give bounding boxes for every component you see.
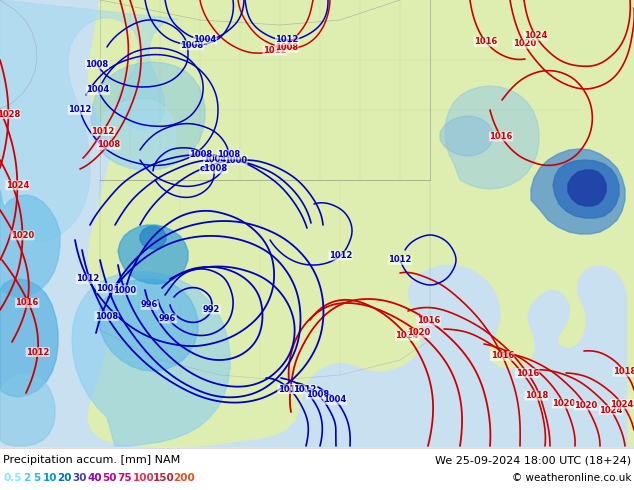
Text: 100: 100 [133,473,154,483]
Polygon shape [568,170,606,206]
Text: 1024: 1024 [396,331,418,341]
Text: 1008: 1008 [190,150,212,159]
Text: 1020: 1020 [513,39,536,49]
Text: 1004: 1004 [204,155,227,164]
Text: 1004: 1004 [86,85,110,95]
Text: 1016: 1016 [15,298,39,307]
Polygon shape [0,0,178,242]
Text: c1008: c1008 [200,164,228,173]
Text: 1008: 1008 [275,44,298,52]
Text: 1018: 1018 [525,391,548,400]
Text: 1028: 1028 [0,110,20,119]
Text: 996: 996 [159,314,176,323]
Polygon shape [531,149,625,234]
Polygon shape [91,62,205,170]
Text: 1004: 1004 [193,35,217,44]
Text: © weatheronline.co.uk: © weatheronline.co.uk [512,473,631,483]
Text: 2: 2 [23,473,31,483]
Text: 996: 996 [141,300,158,310]
Text: 1018: 1018 [613,368,634,376]
Text: 1016: 1016 [474,37,497,47]
Text: 1012: 1012 [293,385,316,393]
Text: 1012: 1012 [388,255,411,265]
Text: 1024: 1024 [524,31,547,40]
Text: 1008: 1008 [95,312,118,320]
Polygon shape [72,272,230,446]
Text: 1008: 1008 [97,140,120,149]
Text: 1000: 1000 [113,286,136,294]
Text: 200: 200 [174,473,195,483]
Polygon shape [97,279,198,371]
Text: 1016: 1016 [491,351,514,361]
Text: 1008: 1008 [306,390,330,399]
Text: 992: 992 [203,305,220,314]
Polygon shape [0,279,58,397]
Text: 10: 10 [42,473,57,483]
Text: 1024: 1024 [6,181,29,190]
Text: 1012: 1012 [91,126,115,136]
Polygon shape [97,100,176,170]
Text: 1024: 1024 [599,406,623,415]
Text: 5: 5 [33,473,40,483]
Text: 1020: 1020 [552,399,576,408]
Text: 30: 30 [72,473,87,483]
Text: 1020: 1020 [11,231,34,240]
Text: 1004: 1004 [323,395,347,404]
Text: 0.5: 0.5 [3,473,22,483]
Text: 1000: 1000 [224,156,247,165]
Text: 1016: 1016 [489,132,513,141]
Text: 1012: 1012 [329,251,352,260]
Text: 1024: 1024 [611,400,634,409]
Text: 1008: 1008 [86,60,108,69]
Polygon shape [0,374,55,446]
Polygon shape [553,160,619,218]
Text: 1012: 1012 [263,46,286,55]
Text: We 25-09-2024 18:00 UTC (18+24): We 25-09-2024 18:00 UTC (18+24) [435,455,631,465]
Text: 1008: 1008 [217,150,240,159]
Text: 1012: 1012 [275,35,299,45]
Text: 1016: 1016 [417,316,441,325]
Text: 1012: 1012 [26,347,49,357]
Text: 1012: 1012 [76,274,100,284]
Bar [0,448,634,490]
Text: 75: 75 [117,473,132,483]
Polygon shape [88,0,634,447]
Polygon shape [118,225,188,284]
Text: 1012: 1012 [68,105,92,115]
Text: 1016: 1016 [515,368,539,378]
Text: 1020: 1020 [408,328,430,337]
Text: 150: 150 [153,473,175,483]
Text: 1008: 1008 [181,41,204,49]
Polygon shape [0,190,60,297]
Text: 1004: 1004 [96,284,120,293]
Text: 1016: 1016 [278,385,301,393]
Text: 1020: 1020 [574,401,597,410]
Text: 50: 50 [103,473,117,483]
Text: 20: 20 [58,473,72,483]
Polygon shape [140,226,166,249]
Text: Precipitation accum. [mm] NAM: Precipitation accum. [mm] NAM [3,455,180,465]
Polygon shape [440,116,493,156]
Text: 40: 40 [87,473,102,483]
Polygon shape [445,86,539,189]
